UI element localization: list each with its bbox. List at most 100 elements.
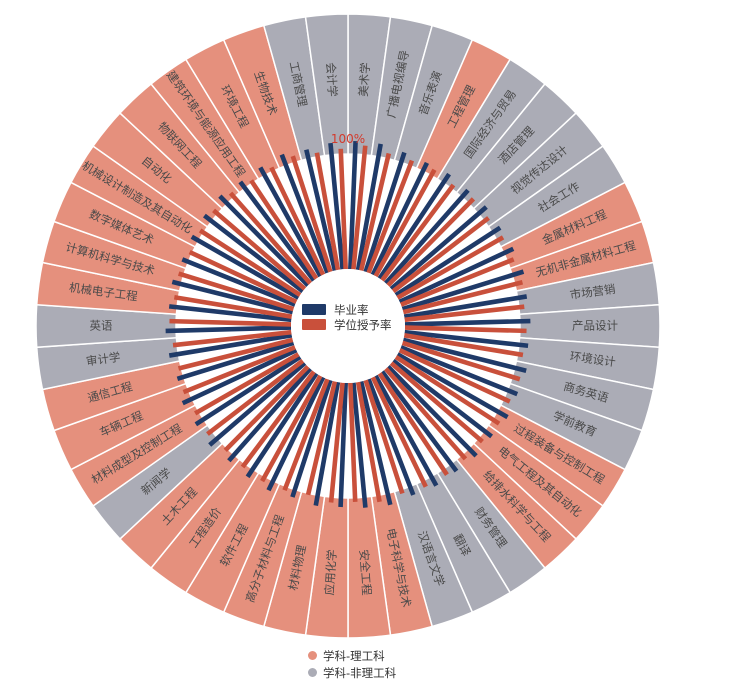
- category-ring: 美术学 广播电视编导 音乐表演 工程管理国际经济与贸易酒店管理视觉传达设计社会工作金属…: [35, 13, 661, 639]
- bar-graduation: [391, 358, 494, 439]
- category-label: 美术学: [356, 62, 372, 97]
- legend-label-stem: 学科-理工科: [323, 648, 385, 663]
- bar-graduation: [218, 194, 310, 288]
- bar-degree: [282, 378, 330, 492]
- bar-graduation: [358, 380, 393, 506]
- bar-graduation: [181, 257, 296, 307]
- category-label: 安全工程: [357, 549, 374, 596]
- bar-graduation: [176, 340, 295, 382]
- ring-sector: [304, 13, 349, 157]
- bar-graduation: [168, 333, 293, 358]
- bar-degree: [370, 376, 428, 488]
- category-label: 环境设计: [569, 349, 617, 369]
- bar-degree: [384, 367, 468, 461]
- bar-graduation: [373, 374, 439, 487]
- bar-graduation: [194, 355, 302, 427]
- bar-graduation: [400, 345, 519, 397]
- bar-degree: [338, 148, 348, 270]
- bar-graduation: [245, 372, 319, 479]
- bar-degree: [198, 228, 302, 297]
- bar-graduation: [404, 329, 529, 349]
- bar-graduation: [313, 381, 341, 506]
- bar-graduation: [181, 348, 298, 406]
- bar-marks: [165, 141, 531, 508]
- bar-degree: [206, 358, 305, 436]
- bar-degree: [404, 325, 527, 334]
- category-label: 应用化学: [322, 549, 339, 596]
- legend-item-stem[interactable]: 学科-理工科: [308, 647, 396, 664]
- bar-degree: [400, 257, 515, 307]
- bar-degree: [398, 348, 511, 404]
- bar-graduation: [355, 143, 383, 271]
- bar-degree: [172, 329, 292, 348]
- bar-degree: [177, 271, 295, 312]
- category-label: 英语: [90, 319, 113, 333]
- legend-swatch-degree: [302, 319, 326, 330]
- bar-graduation: [202, 213, 305, 294]
- bar-graduation: [370, 161, 429, 276]
- bar-graduation: [266, 376, 326, 492]
- discipline-legend: 学科-理工科 学科-非理工科: [308, 647, 396, 681]
- bar-graduation: [208, 361, 307, 447]
- legend-item-non-stem[interactable]: 学科-非理工科: [308, 664, 396, 681]
- bar-degree: [223, 364, 310, 453]
- category-label: 审计学: [85, 350, 121, 369]
- bar-degree: [249, 179, 319, 280]
- bar-degree: [260, 374, 323, 483]
- center-legend: 毕业率 学位授予率: [302, 303, 392, 332]
- bar-graduation: [403, 294, 528, 319]
- bar-graduation: [380, 370, 459, 473]
- bar-degree: [377, 372, 449, 476]
- bar-graduation: [398, 246, 515, 304]
- bar-graduation: [404, 318, 531, 327]
- bar-graduation: [396, 352, 509, 420]
- bar-graduation: [401, 269, 525, 312]
- bar-degree: [401, 340, 521, 382]
- legend-swatch-graduation: [302, 304, 326, 315]
- bar-degree: [380, 183, 456, 282]
- bar-degree: [212, 208, 307, 291]
- bar-degree: [177, 337, 294, 371]
- bar-graduation: [290, 379, 333, 498]
- category-label: 市场营销: [569, 282, 616, 302]
- bar-graduation: [366, 378, 416, 496]
- bar-graduation: [377, 172, 452, 280]
- bar-degree: [169, 318, 292, 327]
- bar-graduation: [384, 188, 470, 285]
- bar-graduation: [304, 149, 338, 272]
- bar-graduation: [279, 153, 330, 274]
- legend-label-non-stem: 学科-非理工科: [323, 665, 397, 680]
- bar-graduation: [227, 367, 312, 463]
- bar-graduation: [402, 337, 527, 373]
- bar-degree: [403, 333, 524, 358]
- non-stem-dot-icon: [308, 668, 317, 677]
- bar-graduation: [386, 364, 478, 458]
- bar-degree: [182, 345, 296, 395]
- bar-degree: [314, 152, 341, 271]
- bar-graduation: [238, 180, 316, 282]
- bar-graduation: [190, 234, 300, 300]
- bar-degree: [173, 295, 293, 319]
- bar-degree: [228, 191, 312, 285]
- bar-degree: [348, 382, 358, 502]
- bar-degree: [404, 304, 525, 323]
- bar-graduation: [394, 225, 502, 297]
- bar-degree: [351, 145, 368, 270]
- bar-degree: [396, 235, 505, 300]
- legend-label-graduation: 毕业率: [334, 303, 369, 317]
- bar-degree: [402, 279, 524, 315]
- bar-graduation: [338, 382, 348, 508]
- bar-graduation: [351, 382, 368, 508]
- center-hole: [291, 269, 405, 383]
- category-label: 产品设计: [572, 319, 618, 333]
- bar-graduation: [348, 141, 358, 270]
- stem-dot-icon: [308, 651, 317, 660]
- bar-degree: [355, 381, 382, 503]
- bar-degree: [328, 382, 345, 503]
- category-label: 会计学: [323, 62, 339, 97]
- bar-graduation: [389, 205, 488, 291]
- legend-label-degree: 学位授予率: [334, 318, 392, 332]
- annotation-label: 100%: [331, 132, 365, 146]
- bar-graduation: [328, 142, 345, 270]
